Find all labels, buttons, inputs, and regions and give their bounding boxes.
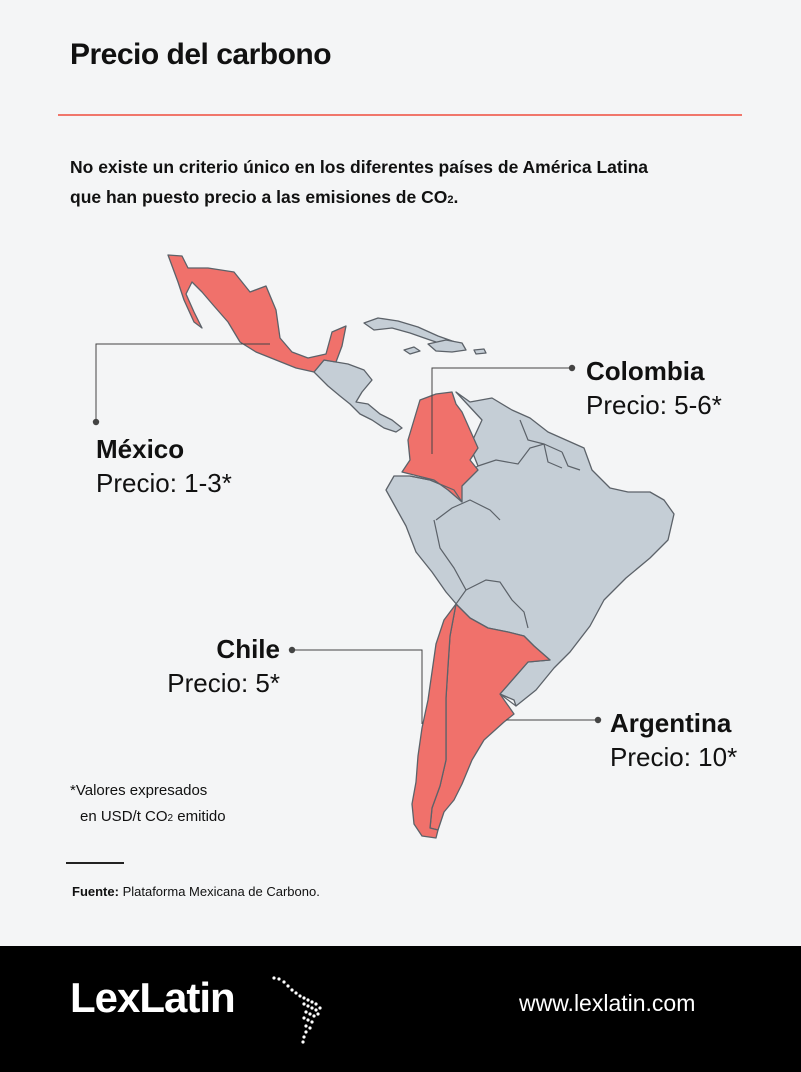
jamaica <box>403 346 421 355</box>
title-divider <box>58 114 742 116</box>
country-name-argentina: Argentina <box>610 708 732 738</box>
chile-leader-dot <box>288 646 296 654</box>
footnote-line-2: en USD/t CO2 emitido <box>80 808 226 825</box>
south-america-rest <box>385 391 675 707</box>
colombia-leader <box>431 367 570 454</box>
latin-america-dots-icon <box>272 976 322 1044</box>
footnote: *Valores expresados en USD/t CO2 emitido <box>70 778 226 832</box>
source-divider <box>66 862 124 864</box>
intro-end: . <box>453 187 459 207</box>
mexico <box>167 254 347 373</box>
intro-line-1: No existe un criterio único en los difer… <box>70 157 649 177</box>
source-text: Fuente: Plataforma Mexicana de Carbono. <box>72 884 320 899</box>
puerto-rico <box>473 348 487 355</box>
label-chile: Chile Precio: 5* <box>120 632 280 700</box>
argentina-leader-dot <box>594 716 602 724</box>
website-url[interactable]: www.lexlatin.com <box>519 990 696 1016</box>
footnote-line-1: *Valores expresados <box>70 782 208 799</box>
colombia <box>401 391 479 503</box>
intro-text: No existe un criterio único en los difer… <box>70 152 750 215</box>
intro-subscript: 2 <box>447 194 454 206</box>
colombia-leader-dot <box>568 364 576 372</box>
country-name-colombia: Colombia <box>586 356 705 386</box>
mexico-leader <box>95 343 270 420</box>
footer-bar: LexLatin www.lexlatin.com <box>0 946 801 1072</box>
label-argentina: Argentina Precio: 10* <box>610 706 737 774</box>
label-colombia: Colombia Precio: 5-6* <box>586 354 722 422</box>
page-title: Precio del carbono <box>70 38 332 71</box>
country-price-colombia: Precio: 5-6* <box>586 390 722 420</box>
country-price-mexico: Precio: 1-3* <box>96 468 232 498</box>
source-value: Plataforma Mexicana de Carbono. <box>118 884 320 899</box>
intro-line-2: que han puesto precio a las emisiones de… <box>70 187 448 207</box>
country-name-mexico: México <box>96 434 185 464</box>
country-price-chile: Precio: 5* <box>167 668 280 698</box>
mexico-leader-dot <box>92 418 100 426</box>
label-mexico: México Precio: 1-3* <box>96 432 232 500</box>
central-america <box>313 359 403 433</box>
source-label: Fuente: <box>72 884 119 899</box>
latin-america-map <box>92 254 675 839</box>
brand-logo-text: LexLatin <box>70 974 236 1021</box>
chile <box>411 603 457 839</box>
chile-leader <box>292 649 423 724</box>
hispaniola <box>427 339 467 353</box>
country-price-argentina: Precio: 10* <box>610 742 738 772</box>
country-name-chile: Chile <box>216 634 280 664</box>
